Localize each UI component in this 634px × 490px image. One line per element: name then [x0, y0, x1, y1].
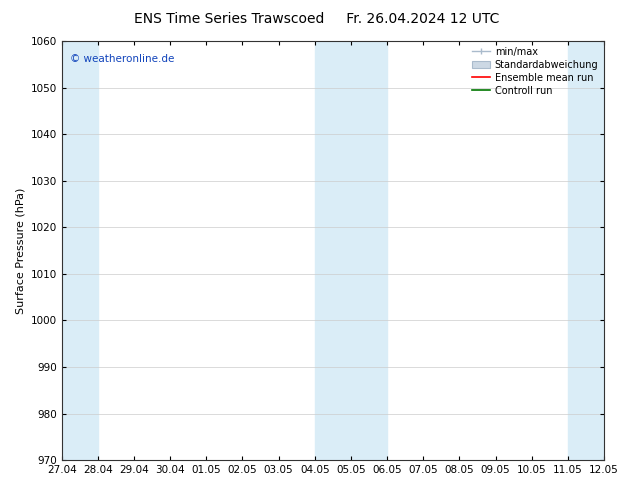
Text: © weatheronline.de: © weatheronline.de — [70, 53, 174, 64]
Bar — [61, 41, 98, 460]
Bar — [315, 41, 387, 460]
Text: ENS Time Series Trawscoed     Fr. 26.04.2024 12 UTC: ENS Time Series Trawscoed Fr. 26.04.2024… — [134, 12, 500, 26]
Y-axis label: Surface Pressure (hPa): Surface Pressure (hPa) — [15, 187, 25, 314]
Legend: min/max, Standardabweichung, Ensemble mean run, Controll run: min/max, Standardabweichung, Ensemble me… — [469, 43, 602, 99]
Bar — [568, 41, 604, 460]
